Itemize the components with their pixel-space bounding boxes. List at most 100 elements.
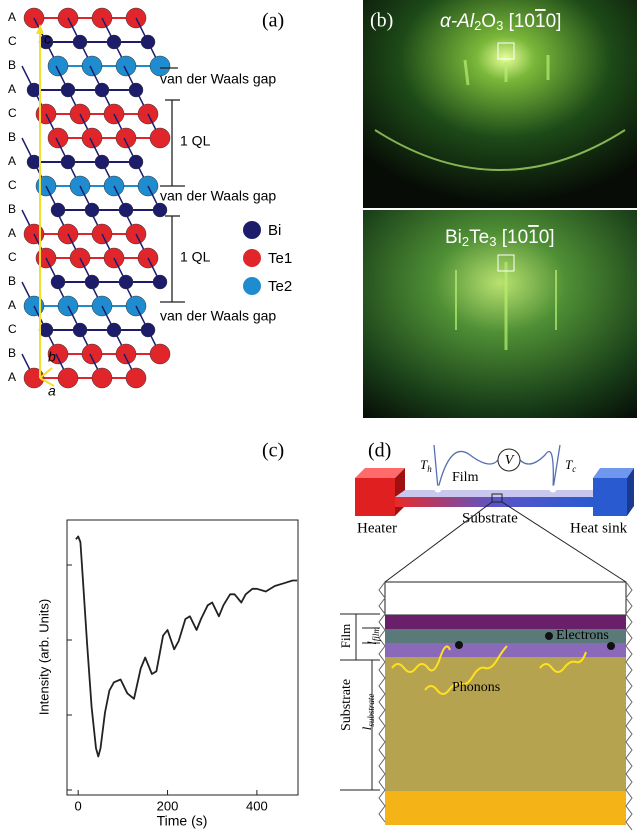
- stacking-letter: C: [8, 106, 17, 120]
- stacking-letter: B: [8, 58, 16, 72]
- gap-label: van der Waals gap: [160, 308, 276, 324]
- heat-sink-label: Heat sink: [570, 520, 628, 536]
- stacking-letter: A: [8, 10, 16, 24]
- atom: [82, 56, 102, 76]
- atom: [126, 368, 146, 388]
- interface-layer: [385, 643, 626, 657]
- x-tick-label: 0: [75, 798, 82, 813]
- panel-label: (b): [370, 10, 393, 32]
- contact: [435, 486, 442, 493]
- t: Bi: [445, 227, 462, 248]
- t: 0]: [546, 11, 562, 32]
- axis-label: c: [44, 31, 51, 47]
- stacking-letter: C: [8, 322, 17, 336]
- t: 3: [489, 234, 496, 249]
- legend-label: Bi: [268, 222, 281, 239]
- stacking-letter: A: [8, 154, 16, 168]
- substrate-side-label: Substrate: [339, 679, 354, 731]
- panel-b: (b) α-Al2O3 [1010] Bi2Te3 [1010]: [363, 0, 637, 418]
- stacking-letter: A: [8, 370, 16, 384]
- crystal-structure: [22, 8, 170, 388]
- heater-label: Heater: [357, 520, 397, 536]
- panel-label: (a): [262, 10, 284, 32]
- film-label: Film: [452, 470, 479, 485]
- stacking-letter: B: [8, 130, 16, 144]
- t: [10: [496, 227, 528, 248]
- atom: [48, 56, 68, 76]
- stacking-letter: C: [8, 34, 17, 48]
- legend-label: Te2: [268, 278, 292, 295]
- contact: [550, 486, 557, 493]
- stacking-letter: B: [8, 202, 16, 216]
- phonons-label: Phonons: [452, 680, 500, 695]
- panel-label: (d): [368, 440, 391, 462]
- x-tick-label: 200: [157, 798, 179, 813]
- gap-label: van der Waals gap: [160, 71, 276, 87]
- y-axis-label: Intensity (arb. Units): [36, 599, 51, 715]
- film-side-label: Film: [338, 624, 353, 649]
- stacking-letter: C: [8, 178, 17, 192]
- atom: [116, 344, 136, 364]
- electrons-label: Electrons: [556, 628, 609, 643]
- t: film: [371, 627, 381, 642]
- substrate-layer: [385, 657, 626, 791]
- film-layer: [385, 615, 626, 629]
- atom: [48, 128, 68, 148]
- panel-a: (a) c b a van der Waals gap van der Waal…: [8, 8, 292, 399]
- sink-top: [593, 468, 634, 478]
- stacking-letter: C: [8, 250, 17, 264]
- l-film: lfilm: [364, 627, 381, 645]
- t: α-Al: [440, 11, 475, 32]
- legend-swatch: [243, 221, 261, 239]
- t: O: [481, 11, 496, 32]
- t-cold: Tc: [565, 457, 576, 474]
- panel-d: (d) V Th Tc Film Heater Substrate Heat s…: [338, 440, 634, 830]
- t-hot: Th: [420, 457, 432, 474]
- stacking-letter: A: [8, 82, 16, 96]
- t: substrate: [366, 694, 376, 727]
- heater: [355, 478, 395, 516]
- atom: [116, 56, 136, 76]
- voltmeter-label: V: [505, 453, 515, 468]
- panel-label: (c): [262, 440, 284, 462]
- stacking-letter: A: [8, 298, 16, 312]
- data-line: [76, 537, 297, 757]
- heat-sink: [593, 478, 627, 516]
- ql-label: 1 QL: [180, 249, 211, 265]
- axis-label: b: [48, 349, 56, 365]
- t: [10: [503, 11, 535, 32]
- atom: [92, 368, 112, 388]
- page: {"chart_data": {"type": "line", "panel_l…: [0, 0, 637, 837]
- t: 2: [474, 18, 481, 33]
- legend-swatch: [243, 249, 261, 267]
- x-tick-label: 400: [246, 798, 268, 813]
- stacking-letter: B: [8, 274, 16, 288]
- atom: [82, 128, 102, 148]
- t: h: [427, 464, 432, 474]
- legend-label: Te1: [268, 250, 292, 267]
- vacuum: [385, 582, 626, 615]
- figure: (a) c b a van der Waals gap van der Waal…: [0, 0, 637, 837]
- t: 0]: [539, 227, 555, 248]
- bottom-layer: [385, 791, 626, 825]
- t: 3: [496, 18, 503, 33]
- atom-layer: [24, 8, 146, 28]
- atom: [153, 203, 167, 217]
- atom: [150, 128, 170, 148]
- legend: Bi Te1 Te2: [243, 221, 292, 295]
- l-substrate: lsubstrate: [359, 694, 376, 731]
- legend-swatch: [243, 277, 261, 295]
- plot-frame: [67, 520, 298, 795]
- atom: [82, 344, 102, 364]
- atom: [150, 344, 170, 364]
- rheed-label: Bi2Te3 [1010]: [445, 227, 555, 249]
- atom: [116, 128, 136, 148]
- y-tick-marks: [67, 565, 72, 790]
- t: 1: [535, 11, 546, 32]
- panel-c: (c) Time (s) Intensity (arb. Units) 0 200…: [36, 440, 298, 829]
- x-axis-label: Time (s): [157, 813, 208, 829]
- t: c: [572, 464, 576, 474]
- t: 2: [462, 234, 469, 249]
- t: 1: [528, 227, 539, 248]
- atom: [153, 275, 167, 289]
